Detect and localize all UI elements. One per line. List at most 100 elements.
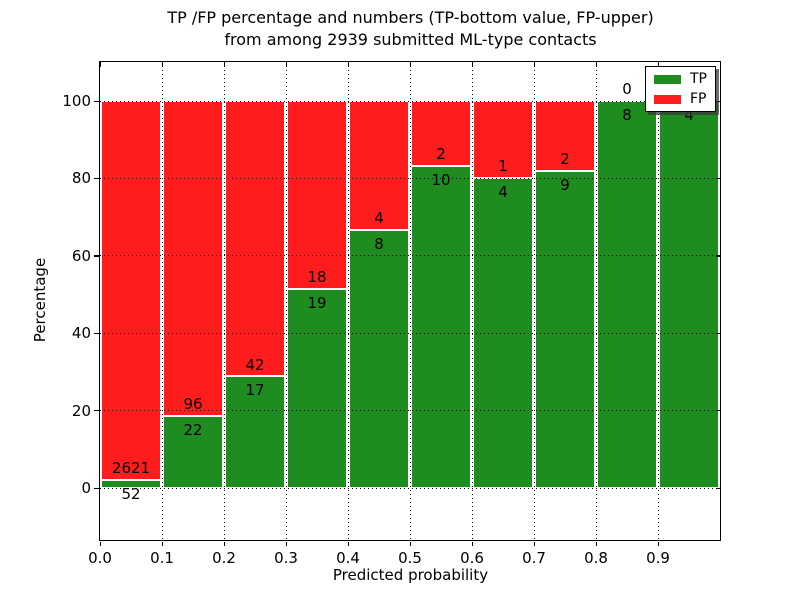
- tick-mark-x-top: [595, 62, 597, 67]
- x-tick-label: 0.6: [460, 549, 484, 567]
- tick-mark-y-right: [715, 487, 720, 489]
- gridline-vertical: [595, 62, 597, 540]
- gridline-vertical: [409, 62, 411, 540]
- y-tick-label: 80: [71, 169, 91, 188]
- bar-segment-fp: [349, 101, 409, 230]
- bar-segment-tp: [163, 415, 223, 488]
- tick-mark-x-bottom: [595, 541, 597, 546]
- bar-count-label-tp: 8: [374, 235, 384, 253]
- gridline-vertical: [223, 62, 225, 540]
- tick-mark-x-top: [285, 62, 287, 67]
- bar-count-label-tp: 10: [431, 170, 451, 189]
- tick-mark-y-left: [94, 100, 99, 102]
- tick-mark-x-top: [99, 62, 101, 67]
- tick-mark-y-left: [94, 487, 99, 489]
- tick-mark-y-left: [94, 255, 99, 257]
- tick-mark-x-bottom: [409, 541, 411, 546]
- bar-count-label-tp: 19: [307, 294, 327, 313]
- bar-count-label-tp: 4: [498, 183, 508, 202]
- bar-count-label-fp: 2: [560, 150, 570, 169]
- bar-segment-fp: [225, 101, 285, 377]
- tick-mark-x-bottom: [223, 541, 225, 546]
- bar-segment-fp: [101, 101, 161, 481]
- tick-mark-x-bottom: [347, 541, 349, 546]
- bar-count-label-fp: 2621: [111, 459, 151, 478]
- tick-mark-x-top: [161, 62, 163, 67]
- gridline-vertical: [471, 62, 473, 540]
- gridline-vertical: [161, 62, 163, 540]
- tick-mark-x-top: [471, 62, 473, 67]
- bar-segment-fp: [287, 101, 347, 290]
- chart-title-line1: TP /FP percentage and numbers (TP-bottom…: [167, 8, 654, 27]
- bar-count-label-fp: 1: [498, 157, 508, 176]
- legend-swatch-fp: [654, 94, 681, 104]
- x-tick-label: 0.2: [212, 549, 236, 567]
- bar-segment-tp: [287, 289, 347, 488]
- y-tick-label: 60: [71, 246, 91, 265]
- bar-segment-fp: [535, 101, 595, 172]
- tick-mark-x-bottom: [285, 541, 287, 546]
- gridline-vertical: [285, 62, 287, 540]
- tick-mark-x-top: [657, 62, 659, 67]
- legend-swatch-tp: [654, 74, 681, 84]
- bar-count-label-fp: 96: [183, 394, 203, 413]
- tick-mark-x-bottom: [533, 541, 535, 546]
- bar-count-label-tp: 8: [622, 106, 632, 124]
- bar-segment-tp: [411, 165, 471, 488]
- gridline-vertical: [347, 62, 349, 540]
- chart-title: TP /FP percentage and numbers (TP-bottom…: [99, 7, 722, 51]
- tick-mark-x-bottom: [657, 541, 659, 546]
- tick-mark-x-bottom: [99, 541, 101, 546]
- chart-title-line2: from among 2939 submitted ML-type contac…: [224, 30, 597, 49]
- x-tick-label: 0.1: [150, 549, 174, 567]
- legend: TP FP: [645, 66, 716, 112]
- y-tick-label: 100: [62, 92, 91, 110]
- bar-count-label-tp: 52: [121, 485, 141, 504]
- y-tick-label: 0: [81, 479, 91, 497]
- bar-segment-tp: [225, 376, 285, 488]
- y-tick-label: 40: [71, 324, 91, 343]
- tick-mark-x-bottom: [471, 541, 473, 546]
- tick-mark-y-left: [94, 332, 99, 334]
- bar-count-label-fp: 0: [622, 80, 632, 98]
- bar-segment-tp: [349, 230, 409, 488]
- x-tick-label: 0.0: [88, 549, 112, 567]
- gridline-vertical: [657, 62, 659, 540]
- x-tick-label: 0.7: [522, 549, 546, 567]
- tick-mark-x-top: [409, 62, 411, 67]
- legend-label-fp: FP: [690, 91, 707, 107]
- bar-segment-fp: [163, 101, 223, 416]
- x-tick-label: 0.8: [584, 549, 608, 567]
- bar-count-label-tp: 4: [684, 106, 694, 124]
- bar-count-label-fp: 2: [436, 144, 446, 163]
- bar-segment-tp: [659, 101, 719, 488]
- tick-mark-y-right: [715, 177, 720, 180]
- bar-segment-tp: [597, 101, 657, 488]
- x-tick-label: 0.5: [398, 549, 422, 567]
- tick-mark-x-top: [533, 62, 535, 67]
- bar-count-label-fp: 42: [245, 355, 265, 374]
- tick-mark-x-bottom: [161, 541, 163, 546]
- plot-area: TP FP 26215296224217181948210142908040.0…: [62, 61, 721, 567]
- bar-count-label-tp: 22: [183, 420, 203, 439]
- bar-segment-fp: [411, 101, 471, 166]
- legend-label-tp: TP: [690, 71, 707, 87]
- gridline-vertical: [533, 62, 535, 540]
- bar-segment-fp: [473, 101, 533, 179]
- legend-entry-fp: FP: [654, 92, 707, 106]
- y-tick-label: 20: [71, 401, 91, 420]
- tick-mark-y-right: [715, 332, 720, 334]
- tick-mark-y-left: [94, 410, 99, 412]
- x-tick-label: 0.9: [646, 549, 670, 567]
- legend-entry-tp: TP: [654, 72, 707, 86]
- tick-mark-x-top: [347, 62, 349, 67]
- x-tick-label: 0.4: [336, 549, 360, 567]
- tick-mark-y-right: [715, 255, 720, 257]
- bar-count-label-fp: 4: [374, 209, 384, 227]
- tick-mark-y-left: [94, 177, 99, 180]
- x-tick-label: 0.3: [274, 549, 298, 567]
- bar-count-label-fp: 18: [307, 268, 327, 287]
- tick-mark-x-top: [223, 62, 225, 67]
- bar-count-label-tp: 17: [245, 381, 265, 400]
